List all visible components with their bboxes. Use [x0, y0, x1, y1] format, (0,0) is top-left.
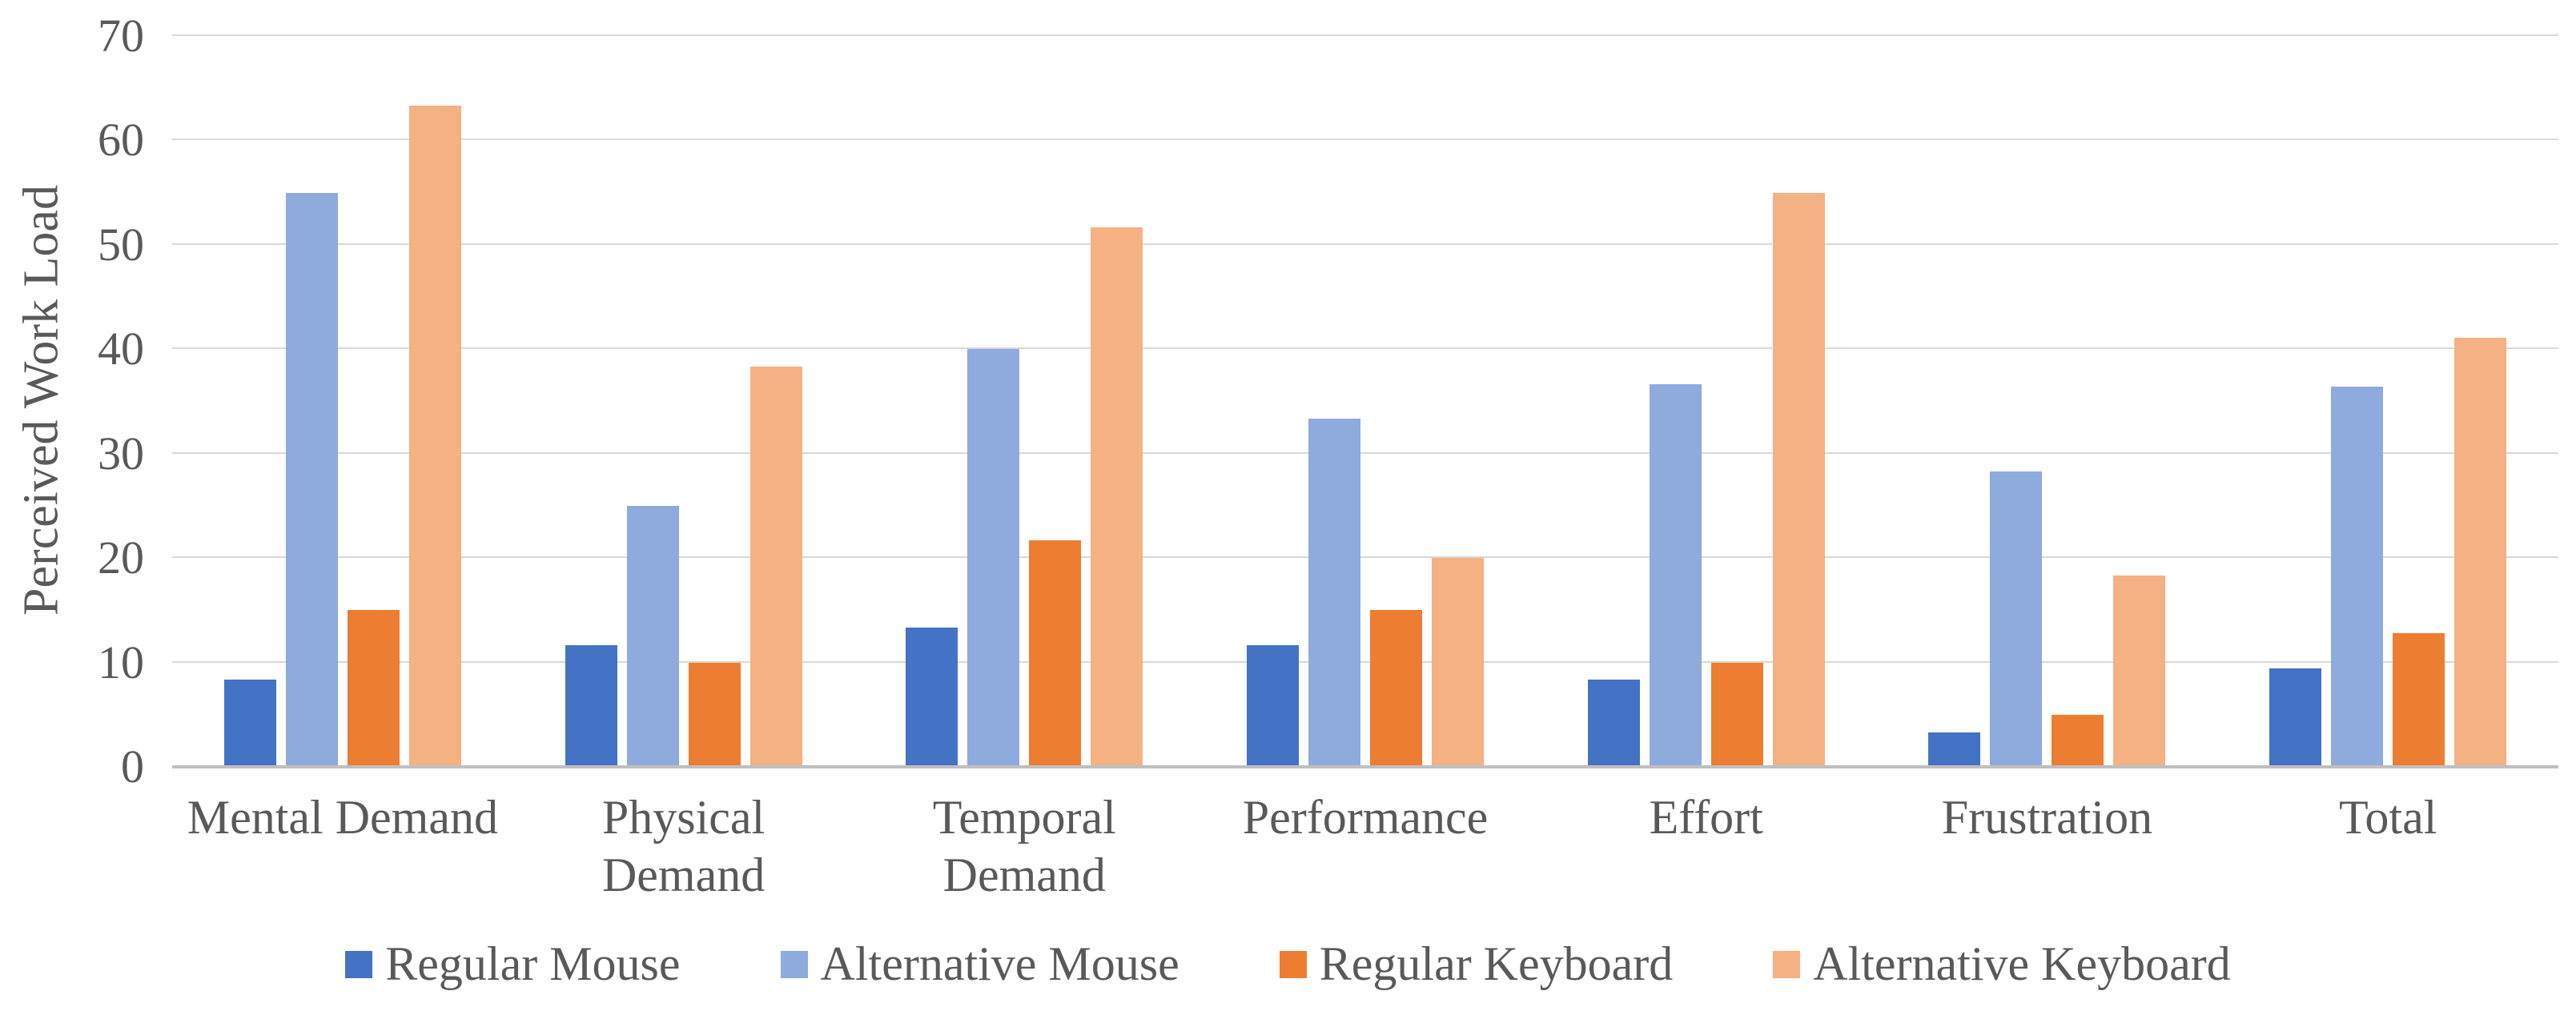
x-category-label: Mental Demand — [187, 791, 498, 844]
bar — [2393, 633, 2445, 767]
bar — [2269, 668, 2322, 767]
y-tick-label: 70 — [98, 10, 144, 62]
plot-area — [172, 34, 2558, 768]
bar — [2454, 337, 2507, 767]
y-tick-label: 0 — [121, 740, 144, 792]
legend-label: Alternative Mouse — [820, 937, 1179, 990]
legend-item: Regular Keyboard — [1279, 937, 1674, 992]
legend-swatch-icon — [1773, 950, 1801, 978]
bar-group — [854, 36, 1195, 767]
x-category-label: Performance — [1242, 791, 1489, 844]
legend-label: Regular Mouse — [385, 937, 681, 990]
bar — [408, 106, 461, 767]
bar-group — [1536, 36, 1877, 767]
chart-legend: Regular Mouse Alternative Mouse Regular Ke… — [0, 937, 2576, 992]
bar — [1432, 558, 1485, 767]
bar — [2113, 575, 2166, 767]
y-axis-tick-labels: 0 10 20 30 40 50 60 70 — [0, 13, 144, 790]
bar — [1029, 540, 1082, 767]
bar — [2331, 387, 2384, 767]
bar — [285, 192, 338, 767]
bar — [223, 680, 276, 767]
bar-group — [1195, 36, 1536, 767]
x-category-label: Physical Demand — [601, 791, 766, 901]
x-axis-line — [172, 765, 2558, 768]
x-category-label: Effort — [1649, 791, 1763, 844]
gridline — [172, 556, 2558, 559]
bar — [2052, 714, 2104, 767]
bar-group — [2217, 36, 2558, 767]
gridline — [172, 34, 2558, 36]
x-category-label: Total — [2338, 791, 2437, 844]
gridline — [172, 347, 2558, 350]
x-category-label: Temporal Demand — [932, 791, 1116, 901]
legend-item: Regular Mouse — [345, 937, 681, 992]
bar-group — [172, 36, 513, 767]
bar — [1649, 383, 1702, 767]
gridline — [172, 138, 2558, 141]
legend-swatch-icon — [1279, 950, 1307, 978]
legend-label: Alternative Keyboard — [1813, 937, 2231, 990]
x-category-label: Frustration — [1941, 791, 2153, 844]
gridline — [172, 243, 2558, 245]
gridline — [172, 660, 2558, 663]
x-axis-category-labels: Mental Demand Physical Demand Temporal Dem… — [172, 788, 2558, 904]
legend-swatch-icon — [345, 950, 373, 978]
bar — [1710, 662, 1763, 767]
bar — [1308, 419, 1361, 767]
bar — [1091, 227, 1143, 767]
bar-group — [513, 36, 854, 767]
y-tick-label: 10 — [98, 636, 144, 688]
gridline — [172, 451, 2558, 454]
bar — [906, 628, 958, 767]
bar — [1247, 644, 1300, 767]
legend-item: Alternative Keyboard — [1773, 937, 2231, 992]
y-tick-label: 50 — [98, 218, 144, 271]
y-tick-label: 40 — [98, 323, 144, 375]
bar — [347, 610, 400, 767]
bar — [626, 505, 679, 767]
bar — [1928, 732, 1981, 767]
bar — [1587, 680, 1640, 767]
y-tick-label: 20 — [98, 532, 144, 584]
bar — [749, 367, 802, 767]
bar — [565, 644, 617, 767]
bar — [688, 662, 741, 767]
bar — [1370, 610, 1423, 767]
legend-item: Alternative Mouse — [780, 937, 1179, 992]
bar — [1772, 192, 1825, 767]
bar-group — [1877, 36, 2218, 767]
y-tick-label: 30 — [98, 427, 144, 479]
bar — [967, 349, 1020, 767]
bar — [1990, 471, 2043, 767]
y-tick-label: 60 — [98, 114, 144, 166]
legend-label: Regular Keyboard — [1319, 937, 1674, 990]
bar-groups — [172, 36, 2558, 767]
legend-swatch-icon — [780, 950, 808, 978]
